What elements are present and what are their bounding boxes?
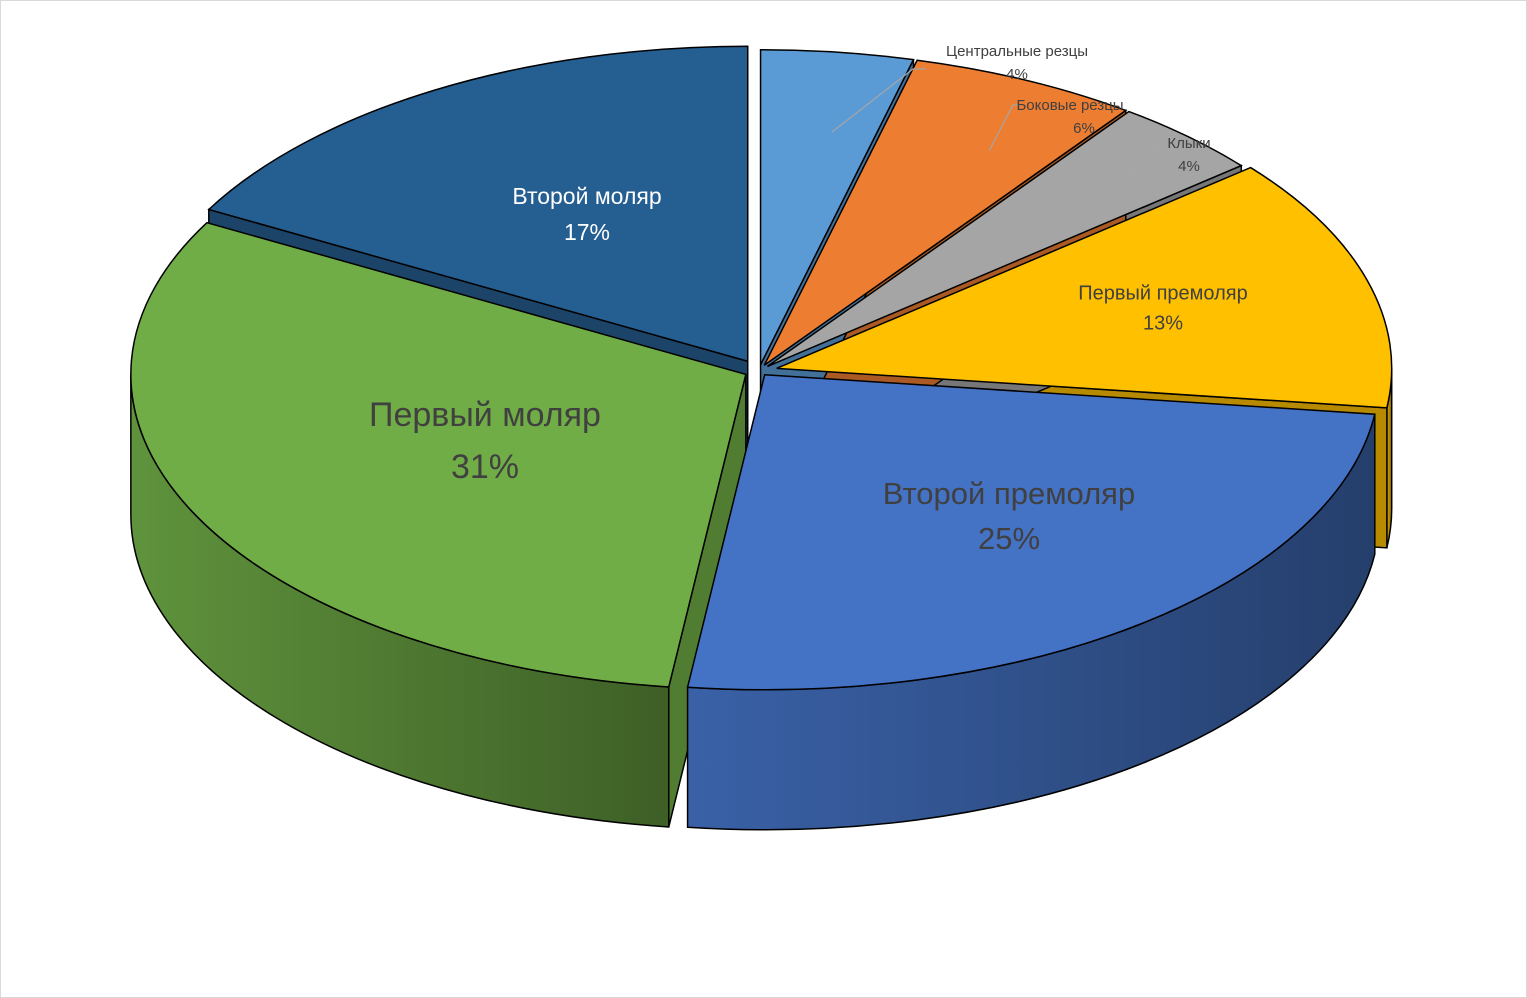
slice-value-label-1: 6% bbox=[1073, 120, 1095, 137]
slice-value-label-6: 17% bbox=[564, 219, 610, 245]
slice-label-2: Клыки bbox=[1167, 135, 1210, 152]
slice-value-label-0: 4% bbox=[1006, 66, 1028, 83]
pie-slice-0 bbox=[759, 48, 915, 366]
callout-line-2 bbox=[1118, 147, 1161, 187]
pie-slice-2 bbox=[766, 110, 1243, 368]
slice-value-label-3: 13% bbox=[1143, 312, 1183, 334]
slice-value-label-4: 25% bbox=[978, 521, 1040, 556]
slice-label-3: Первый премоляр bbox=[1078, 282, 1247, 304]
pie-slice-1 bbox=[763, 59, 1128, 366]
pie-slice-6 bbox=[207, 45, 749, 363]
slice-label-5: Первый моляр bbox=[369, 396, 601, 434]
pie-slice-4 bbox=[686, 373, 1376, 691]
slice-label-1: Боковые резцы bbox=[1016, 97, 1123, 114]
slice-value-label-5: 31% bbox=[451, 448, 519, 486]
pie-slice-3 bbox=[776, 166, 1393, 409]
slice-tops bbox=[130, 45, 1393, 691]
slice-label-0: Центральные резцы bbox=[946, 43, 1088, 60]
data-labels: Центральные резцы 4% Боковые резцы 6% Клыки 4… bbox=[369, 43, 1248, 556]
slice-label-6: Второй моляр bbox=[512, 183, 661, 209]
callout-line-1 bbox=[988, 104, 1021, 152]
slice-value-label-2: 4% bbox=[1178, 158, 1200, 175]
slice-label-4: Второй премоляр bbox=[883, 476, 1135, 511]
callout-line-0 bbox=[831, 68, 926, 133]
pie-slice-5 bbox=[130, 221, 747, 688]
